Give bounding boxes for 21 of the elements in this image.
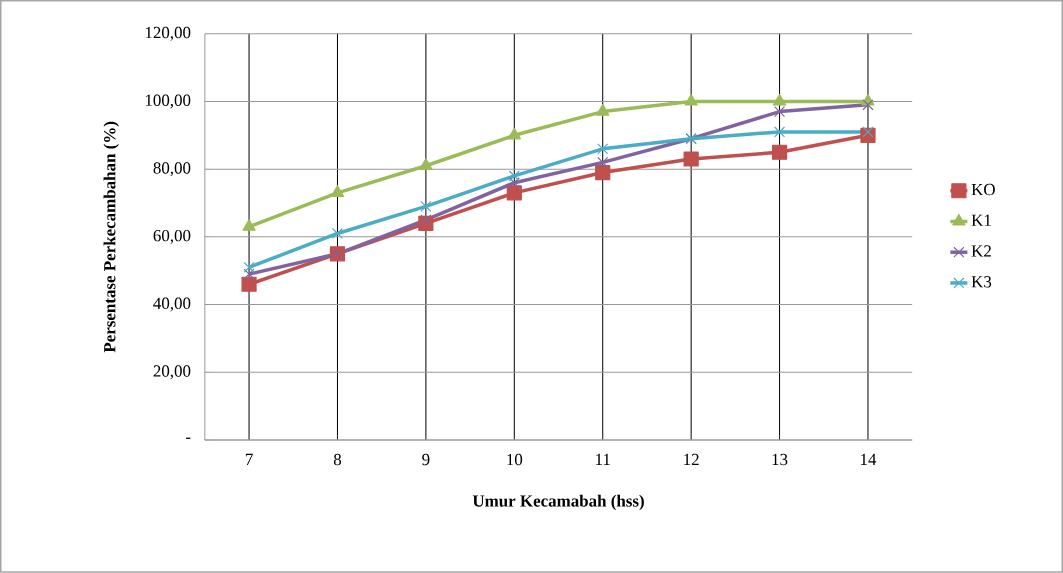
y-tick-label: - xyxy=(185,437,191,440)
y-tick-label: 80,00 xyxy=(153,162,191,177)
x-tick-label: 13 xyxy=(772,453,788,466)
legend-label: KO xyxy=(971,183,995,196)
x-tick-label: 9 xyxy=(422,453,430,466)
y-tick-label: 100,00 xyxy=(145,94,191,109)
y-tick-label: 120,00 xyxy=(145,26,191,41)
legend-label: K3 xyxy=(971,276,992,288)
legend-label: K1 xyxy=(971,214,991,226)
y-tick-label: 60,00 xyxy=(153,230,191,244)
x-axis-title: Umur Kecamabah (hss) xyxy=(472,494,644,511)
x-tick-label: 8 xyxy=(333,453,342,466)
x-tick-label: 14 xyxy=(860,453,877,466)
x-tick-label: 12 xyxy=(684,453,699,466)
x-tick-label: 10 xyxy=(507,453,523,466)
x-tick-label: 7 xyxy=(245,453,253,466)
y-tick-label: 20,00 xyxy=(153,365,191,380)
y-axis-title: Persentase Perkecambahan (%) xyxy=(103,121,119,353)
x-tick-label: 11 xyxy=(596,453,610,466)
y-tick-label: 40,00 xyxy=(153,297,191,312)
legend-label: K2 xyxy=(971,245,991,257)
